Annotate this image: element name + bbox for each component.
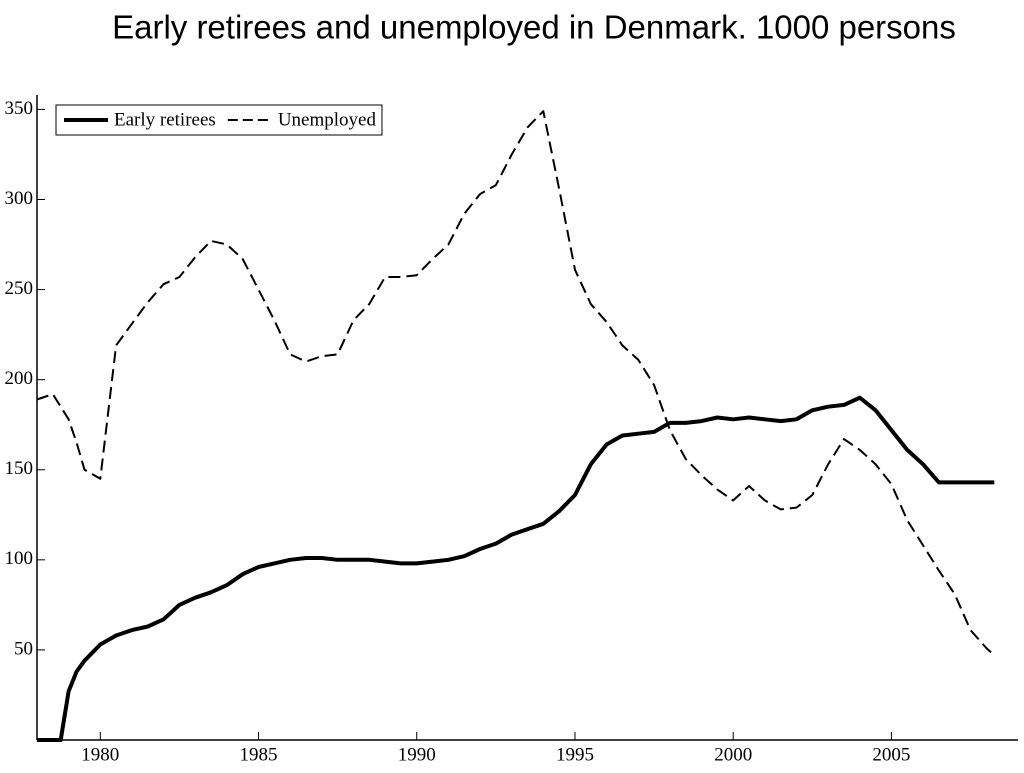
y-tick-label: 50 [14, 638, 33, 659]
x-tick-label: 1995 [556, 744, 594, 765]
x-tick-label: 1990 [398, 744, 436, 765]
y-tick-label: 150 [5, 458, 34, 479]
legend-box [55, 104, 383, 136]
y-tick-label: 250 [5, 278, 34, 299]
x-tick-label: 2000 [714, 744, 752, 765]
series-line [36, 110, 995, 657]
chart-title: Early retirees and unemployed in Denmark… [112, 9, 956, 46]
x-tick-label: 1985 [240, 744, 278, 765]
legend-label: Unemployed [278, 109, 377, 130]
y-tick-label: 100 [5, 548, 34, 569]
y-tick-label: 350 [5, 98, 34, 119]
y-tick-label: 200 [5, 368, 34, 389]
x-tick-label: 2005 [872, 744, 910, 765]
series-line [37, 395, 995, 742]
x-tick-label: 1980 [81, 744, 119, 765]
legend-label: Early retirees [114, 109, 216, 130]
y-tick-label: 300 [5, 188, 34, 209]
